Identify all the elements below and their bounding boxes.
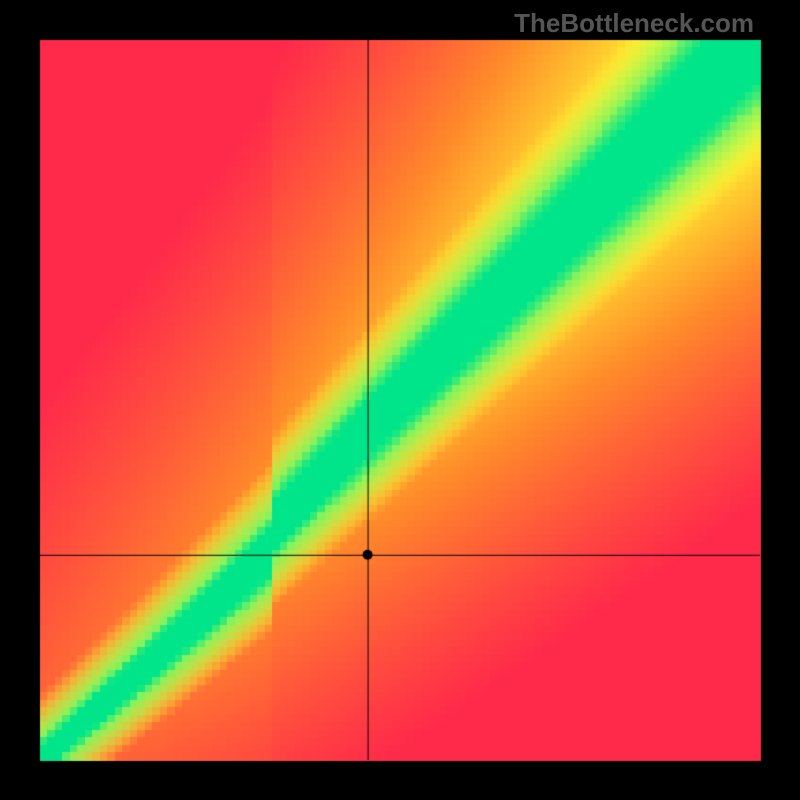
watermark-text: TheBottleneck.com <box>514 8 754 39</box>
bottleneck-heatmap <box>0 0 800 800</box>
chart-container: { "chart": { "type": "heatmap", "descrip… <box>0 0 800 800</box>
